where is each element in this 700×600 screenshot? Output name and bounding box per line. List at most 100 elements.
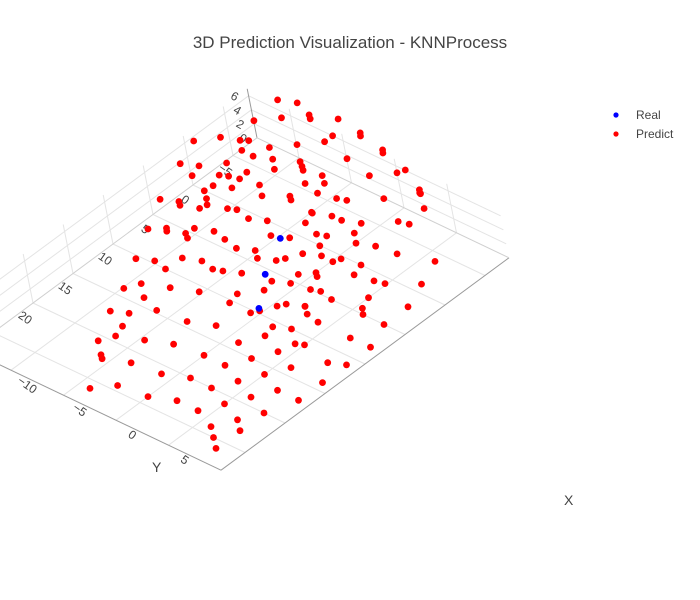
point-predict[interactable]: [223, 159, 231, 167]
point-predict[interactable]: [291, 340, 299, 348]
point-predict[interactable]: [287, 364, 295, 371]
point-predict[interactable]: [254, 254, 261, 262]
point-predict[interactable]: [235, 339, 242, 346]
point-predict[interactable]: [357, 261, 365, 269]
point-predict[interactable]: [268, 277, 276, 285]
point-predict[interactable]: [183, 318, 191, 325]
point-predict[interactable]: [243, 168, 251, 176]
point-predict[interactable]: [251, 247, 259, 254]
point-predict[interactable]: [114, 382, 121, 389]
point-predict[interactable]: [176, 202, 184, 209]
point-predict[interactable]: [163, 224, 170, 232]
point-predict[interactable]: [343, 361, 350, 369]
point-predict[interactable]: [256, 181, 263, 189]
point-predict[interactable]: [295, 396, 302, 404]
point-predict[interactable]: [210, 227, 218, 235]
point-predict[interactable]: [329, 258, 337, 266]
series-predict[interactable]: [86, 96, 439, 452]
point-predict[interactable]: [282, 300, 290, 308]
point-predict[interactable]: [194, 407, 202, 415]
point-predict[interactable]: [234, 416, 241, 424]
point-predict[interactable]: [316, 242, 324, 250]
point-predict[interactable]: [267, 232, 275, 240]
point-predict[interactable]: [343, 155, 351, 163]
point-real[interactable]: [276, 235, 284, 242]
point-predict[interactable]: [144, 225, 152, 233]
point-predict[interactable]: [274, 96, 281, 104]
point-predict[interactable]: [350, 271, 358, 279]
point-predict[interactable]: [210, 434, 217, 441]
point-predict[interactable]: [153, 307, 161, 314]
point-predict[interactable]: [401, 166, 409, 174]
point-predict[interactable]: [293, 99, 301, 107]
point-predict[interactable]: [144, 393, 152, 400]
point-predict[interactable]: [119, 322, 126, 330]
point-predict[interactable]: [203, 195, 210, 203]
point-predict[interactable]: [281, 255, 289, 262]
point-predict[interactable]: [221, 400, 228, 408]
point-predict[interactable]: [271, 165, 278, 173]
point-predict[interactable]: [308, 209, 316, 217]
point-predict[interactable]: [140, 294, 148, 301]
point-predict[interactable]: [372, 242, 379, 250]
point-predict[interactable]: [260, 286, 268, 294]
point-predict[interactable]: [287, 280, 294, 287]
point-predict[interactable]: [380, 321, 388, 328]
point-predict[interactable]: [431, 258, 439, 265]
point-predict[interactable]: [176, 160, 184, 168]
point-predict[interactable]: [236, 136, 244, 144]
point-predict[interactable]: [236, 175, 244, 183]
point-predict[interactable]: [301, 180, 309, 187]
point-predict[interactable]: [219, 267, 227, 275]
point-predict[interactable]: [127, 359, 135, 367]
point-predict[interactable]: [356, 129, 364, 137]
point-predict[interactable]: [266, 144, 273, 151]
point-predict[interactable]: [184, 234, 191, 242]
point-predict[interactable]: [226, 299, 234, 307]
point-predict[interactable]: [334, 115, 342, 123]
point-predict[interactable]: [328, 296, 335, 303]
point-predict[interactable]: [151, 257, 159, 265]
point-predict[interactable]: [137, 280, 145, 287]
point-predict[interactable]: [245, 215, 252, 223]
point-predict[interactable]: [287, 196, 295, 204]
point-predict[interactable]: [215, 171, 223, 179]
point-predict[interactable]: [120, 285, 128, 292]
point-predict[interactable]: [418, 280, 425, 288]
point-predict[interactable]: [162, 265, 169, 273]
point-predict[interactable]: [314, 189, 321, 197]
point-predict[interactable]: [98, 355, 106, 363]
point-predict[interactable]: [195, 288, 203, 296]
point-predict[interactable]: [420, 205, 428, 212]
point-predict[interactable]: [357, 219, 365, 227]
point-predict[interactable]: [314, 318, 322, 326]
point-predict[interactable]: [350, 229, 358, 237]
point-predict[interactable]: [318, 172, 326, 180]
point-predict[interactable]: [303, 310, 311, 318]
point-predict[interactable]: [365, 294, 372, 302]
point-predict[interactable]: [293, 141, 301, 149]
point-predict[interactable]: [212, 322, 220, 329]
point-predict[interactable]: [261, 371, 268, 378]
legend[interactable]: Real Predict: [613, 108, 674, 141]
point-predict[interactable]: [274, 386, 281, 394]
point-predict[interactable]: [209, 182, 217, 190]
point-predict[interactable]: [233, 244, 240, 252]
point-predict[interactable]: [343, 197, 351, 204]
point-predict[interactable]: [200, 187, 208, 195]
point-predict[interactable]: [195, 162, 203, 170]
point-predict[interactable]: [233, 290, 241, 298]
point-predict[interactable]: [301, 302, 309, 310]
point-predict[interactable]: [359, 311, 367, 318]
point-predict[interactable]: [404, 303, 412, 311]
point-predict[interactable]: [221, 236, 229, 243]
point-predict[interactable]: [288, 325, 295, 333]
point-predict[interactable]: [250, 117, 258, 125]
point-predict[interactable]: [247, 393, 255, 401]
point-predict[interactable]: [158, 370, 165, 378]
point-predict[interactable]: [188, 172, 196, 180]
point-predict[interactable]: [245, 137, 253, 145]
point-predict[interactable]: [329, 132, 336, 140]
series-real[interactable]: [255, 235, 284, 312]
